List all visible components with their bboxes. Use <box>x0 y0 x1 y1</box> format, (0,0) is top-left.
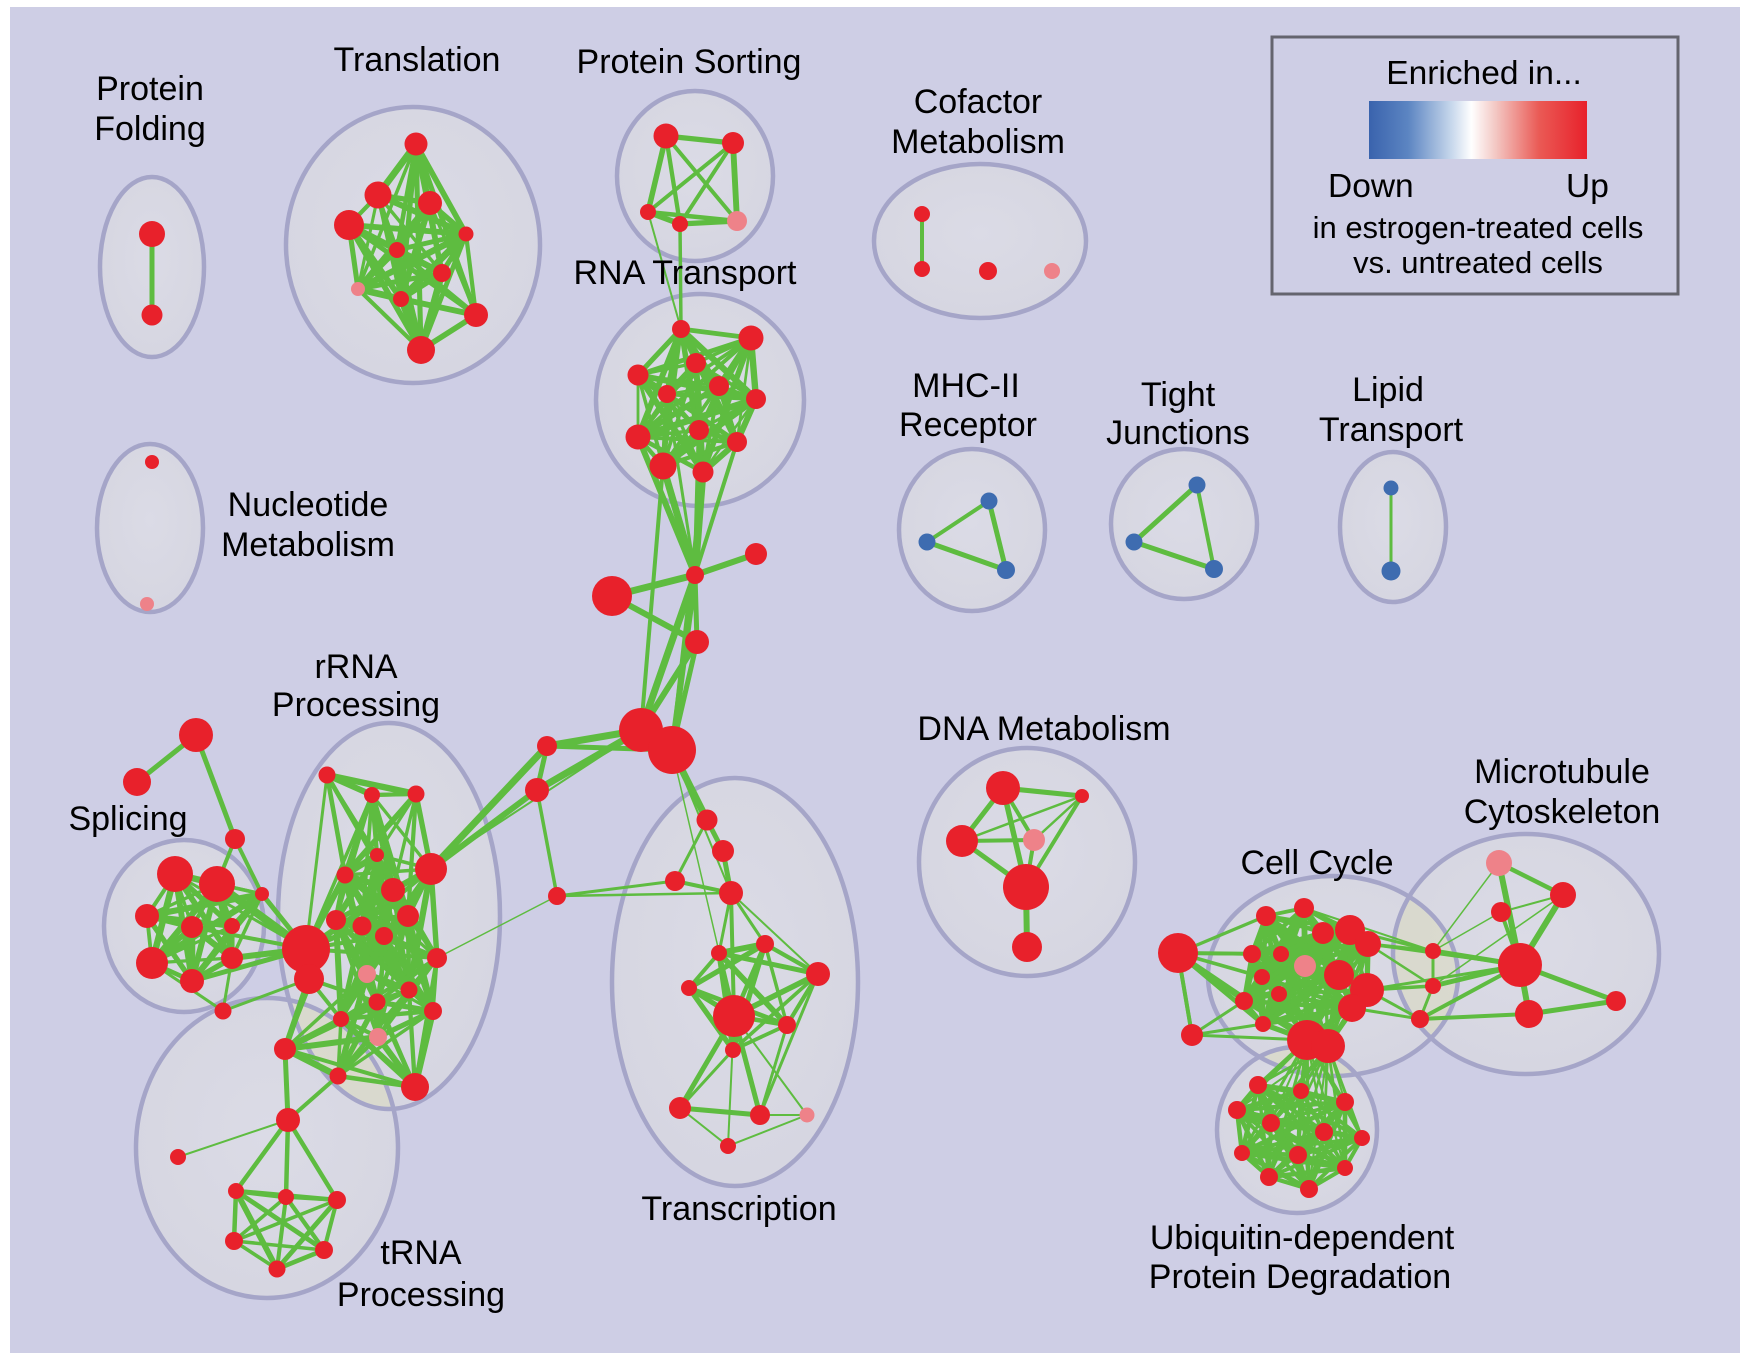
svg-text:Folding: Folding <box>94 110 206 148</box>
svg-text:Down: Down <box>1328 168 1414 205</box>
svg-text:Protein: Protein <box>96 70 204 108</box>
svg-text:rRNA: rRNA <box>314 648 397 686</box>
svg-text:RNA Transport: RNA Transport <box>574 254 798 292</box>
svg-text:Ubiquitin-dependent: Ubiquitin-dependent <box>1150 1219 1455 1257</box>
svg-text:Receptor: Receptor <box>899 406 1037 444</box>
svg-text:Cofactor: Cofactor <box>914 83 1043 121</box>
svg-text:Processing: Processing <box>272 686 440 724</box>
svg-text:DNA Metabolism: DNA Metabolism <box>917 710 1170 748</box>
svg-text:Metabolism: Metabolism <box>221 526 395 564</box>
svg-text:Up: Up <box>1566 168 1609 205</box>
svg-text:in estrogen-treated cells: in estrogen-treated cells <box>1313 210 1644 245</box>
svg-text:Nucleotide: Nucleotide <box>228 486 389 524</box>
svg-text:Transport: Transport <box>1319 411 1464 449</box>
svg-text:Lipid: Lipid <box>1352 371 1424 409</box>
svg-text:Cytoskeleton: Cytoskeleton <box>1464 793 1661 831</box>
svg-text:Tight: Tight <box>1141 376 1216 414</box>
svg-text:vs. untreated cells: vs. untreated cells <box>1353 245 1603 280</box>
svg-text:Cell Cycle: Cell Cycle <box>1240 844 1393 882</box>
svg-text:Protein Degradation: Protein Degradation <box>1149 1258 1451 1296</box>
svg-text:Metabolism: Metabolism <box>891 123 1065 161</box>
svg-text:Processing: Processing <box>337 1276 505 1314</box>
svg-text:Microtubule: Microtubule <box>1474 753 1650 791</box>
svg-text:Junctions: Junctions <box>1106 414 1250 452</box>
svg-text:Enriched in...: Enriched in... <box>1386 55 1582 92</box>
svg-text:tRNA: tRNA <box>380 1234 462 1272</box>
svg-text:Splicing: Splicing <box>68 800 187 838</box>
svg-text:Translation: Translation <box>334 41 501 79</box>
svg-text:Protein Sorting: Protein Sorting <box>577 43 802 81</box>
svg-text:Transcription: Transcription <box>641 1190 836 1228</box>
svg-text:MHC-II: MHC-II <box>912 367 1020 405</box>
